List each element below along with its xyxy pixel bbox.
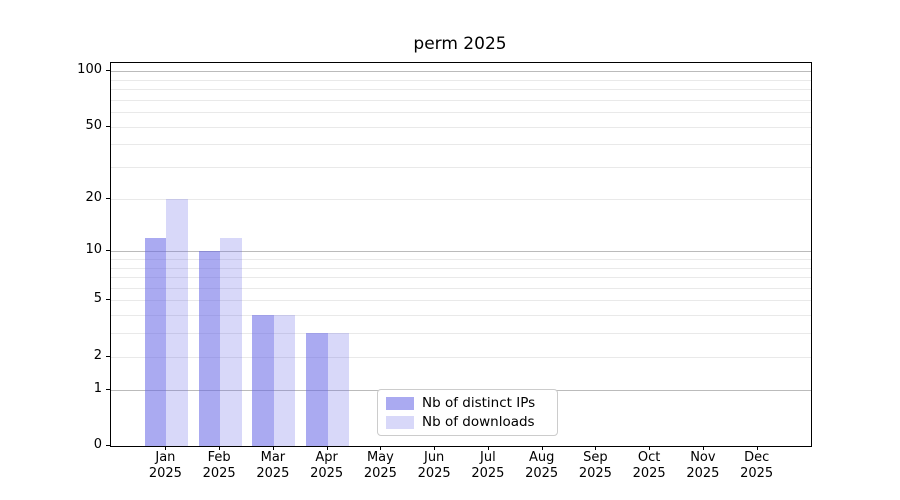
x-tick-mark — [702, 446, 704, 450]
bar-ips — [252, 315, 274, 446]
x-tick-mark — [756, 446, 758, 450]
gridline-major — [111, 251, 811, 253]
x-tick-mark — [165, 446, 167, 450]
bar-downloads — [273, 315, 296, 446]
y-tick-label: 2 — [93, 347, 102, 363]
gridline-minor — [111, 315, 811, 317]
gridline-minor — [111, 99, 811, 101]
y-tick-mark — [106, 299, 110, 301]
y-tick-label: 0 — [93, 437, 102, 452]
bar-ips — [306, 333, 328, 446]
x-tick-label: Jun 2025 — [417, 450, 451, 481]
legend-item-downloads: Nb of downloads — [386, 413, 549, 430]
gridline-minor — [111, 89, 811, 91]
gridline-minor — [111, 356, 811, 358]
x-tick-label: Jan 2025 — [148, 450, 182, 481]
gridline-minor — [111, 267, 811, 269]
legend-swatch-ips — [386, 396, 414, 410]
y-tick-label: 10 — [85, 242, 102, 258]
x-tick-label: May 2025 — [363, 450, 397, 481]
x-tick-label: Sep 2025 — [578, 450, 612, 481]
x-tick-mark — [434, 446, 436, 450]
gridline-major — [111, 71, 811, 73]
x-tick-mark — [487, 446, 489, 450]
gridline-minor — [111, 112, 811, 114]
bar-ips — [198, 251, 221, 446]
x-tick-mark — [219, 446, 221, 450]
legend-item-ips: Nb of distinct IPs — [386, 394, 549, 411]
y-tick-label: 5 — [93, 291, 102, 307]
plot-area — [110, 62, 812, 447]
gridline-minor — [111, 333, 811, 335]
y-tick-mark — [106, 250, 110, 252]
x-tick-mark — [326, 446, 328, 450]
y-tick-label: 50 — [85, 117, 102, 133]
y-tick-mark — [106, 70, 110, 72]
y-tick-label: 20 — [85, 189, 102, 205]
y-tick-label: 1 — [93, 380, 102, 396]
gridline-minor — [111, 259, 811, 260]
gridline-minor — [111, 144, 811, 146]
legend: Nb of distinct IPs Nb of downloads — [377, 389, 558, 436]
gridline-minor — [111, 167, 811, 169]
gridline-minor — [111, 287, 811, 289]
y-tick-mark — [106, 388, 110, 390]
x-tick-mark — [380, 446, 382, 450]
x-tick-mark — [649, 446, 651, 450]
y-tick-mark — [106, 355, 110, 357]
x-tick-label: Feb 2025 — [202, 450, 236, 481]
y-tick-label: 100 — [77, 62, 102, 78]
legend-label-downloads: Nb of downloads — [422, 413, 535, 430]
y-tick-mark — [106, 445, 110, 446]
x-tick-label: Nov 2025 — [686, 450, 720, 481]
y-tick-mark — [106, 197, 110, 199]
bar-downloads — [327, 333, 350, 446]
legend-swatch-downloads — [386, 415, 414, 429]
y-tick-mark — [106, 125, 110, 127]
chart-title: perm 2025 — [413, 34, 507, 54]
gridline-minor — [111, 277, 811, 279]
bar-downloads — [220, 237, 242, 446]
legend-label-ips: Nb of distinct IPs — [422, 394, 536, 411]
x-tick-mark — [272, 446, 274, 450]
gridline-minor — [111, 126, 811, 128]
bar-downloads — [166, 198, 188, 446]
x-tick-label: Dec 2025 — [740, 450, 774, 481]
x-tick-label: Jul 2025 — [471, 450, 505, 481]
x-tick-label: Mar 2025 — [256, 450, 290, 481]
x-tick-label: Apr 2025 — [310, 450, 344, 481]
x-tick-mark — [541, 446, 543, 450]
bar-ips — [144, 237, 167, 446]
gridline-minor — [111, 198, 811, 200]
gridline-minor — [111, 79, 811, 81]
x-tick-mark — [595, 446, 597, 450]
x-tick-label: Oct 2025 — [632, 450, 666, 481]
x-tick-label: Aug 2025 — [525, 450, 559, 481]
gridline-minor — [111, 300, 811, 302]
